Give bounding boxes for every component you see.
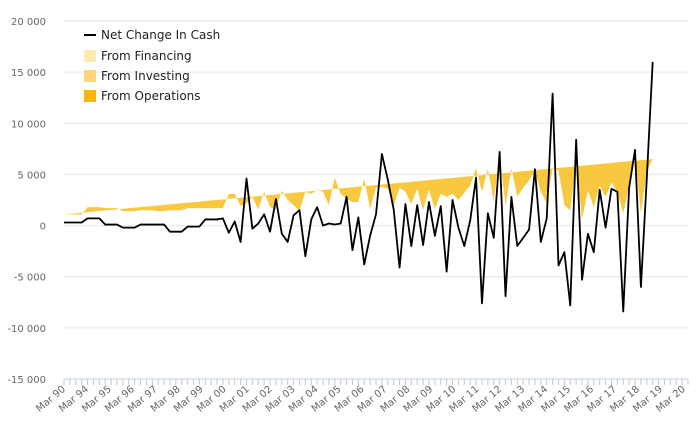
legend-label-investing: From Investing xyxy=(101,69,190,83)
legend-label-financing: From Financing xyxy=(101,49,192,63)
legend-label-operations: From Operations xyxy=(101,89,201,103)
y-tick-label: -10 000 xyxy=(7,324,46,335)
y-tick-label: 5 000 xyxy=(17,170,46,181)
y-tick-label: -15 000 xyxy=(7,375,46,386)
cash-flow-bands xyxy=(64,153,653,220)
y-tick-label: 15 000 xyxy=(11,68,46,79)
legend-label-net-change: Net Change In Cash xyxy=(101,28,220,42)
legend-swatch-financing xyxy=(84,50,96,62)
legend: Net Change In Cash From Financing From I… xyxy=(84,28,220,103)
net-change-line-group xyxy=(64,61,654,313)
y-axis: -15 000 -10 000 -5 000 0 5 000 10 000 15 000 20… xyxy=(7,17,46,386)
y-tick-label: -5 000 xyxy=(14,273,46,284)
net-change-line xyxy=(64,61,654,313)
y-tick-label: 10 000 xyxy=(11,119,46,130)
grid-lines xyxy=(64,20,688,380)
legend-swatch-operations xyxy=(84,90,96,102)
y-tick-label: 0 xyxy=(40,222,46,233)
y-tick-label: 20 000 xyxy=(11,17,46,28)
band-from-operations xyxy=(64,153,653,220)
legend-swatch-investing xyxy=(84,70,96,82)
